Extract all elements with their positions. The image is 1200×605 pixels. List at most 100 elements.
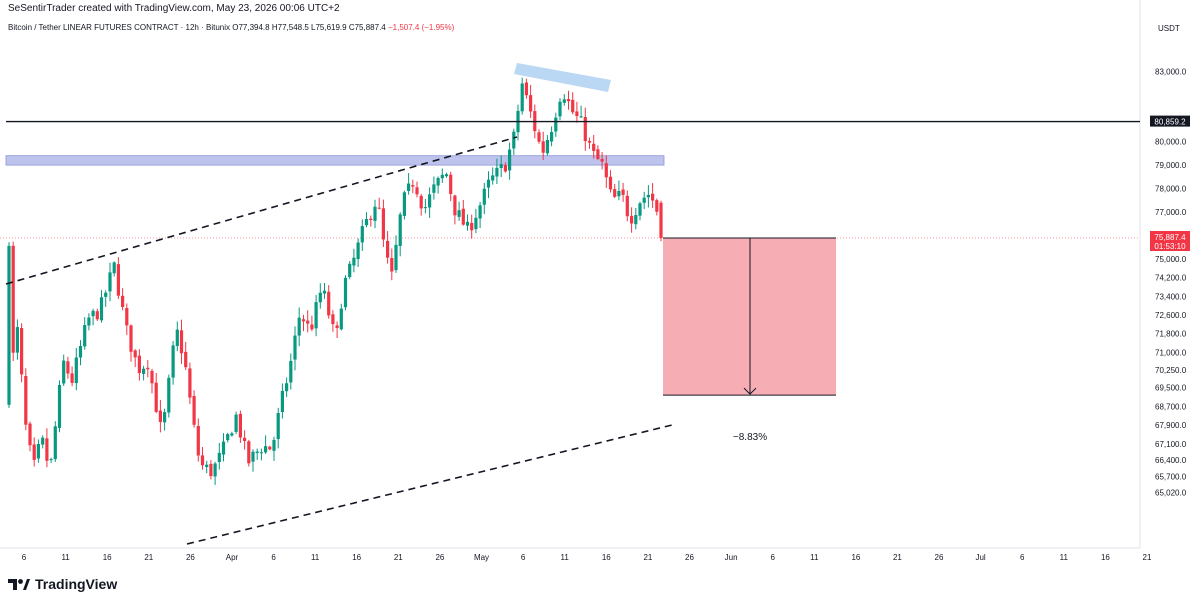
candle[interactable]	[209, 460, 213, 480]
candle[interactable]	[592, 134, 596, 159]
candle[interactable]	[394, 235, 398, 273]
candle[interactable]	[630, 207, 634, 233]
candle[interactable]	[142, 365, 146, 381]
candle[interactable]	[508, 142, 512, 180]
candle[interactable]	[583, 107, 587, 151]
candle[interactable]	[558, 98, 562, 121]
candle[interactable]	[158, 399, 162, 433]
candle[interactable]	[129, 324, 133, 362]
candle[interactable]	[171, 341, 175, 385]
candle[interactable]	[571, 92, 575, 115]
candle[interactable]	[486, 171, 491, 199]
resistance-zone[interactable]	[5, 155, 665, 166]
last-price-tag[interactable]	[1150, 231, 1190, 251]
candle[interactable]	[512, 128, 516, 155]
candle[interactable]	[251, 449, 255, 472]
candle[interactable]	[87, 313, 91, 331]
candle[interactable]	[470, 214, 474, 239]
candle[interactable]	[20, 323, 24, 383]
candle[interactable]	[575, 101, 579, 123]
candle[interactable]	[402, 190, 406, 220]
candle[interactable]	[608, 170, 613, 193]
candle[interactable]	[524, 78, 528, 99]
candle[interactable]	[104, 290, 108, 307]
candle[interactable]	[175, 321, 179, 352]
candle[interactable]	[184, 341, 188, 371]
level-price-tag[interactable]	[1150, 115, 1190, 127]
candle[interactable]	[310, 315, 314, 332]
price-axis[interactable]: 83,000.0 80,859.2 80,000.0 79,000.0 78,000.0…	[1150, 67, 1190, 498]
candle[interactable]	[221, 433, 226, 462]
candle[interactable]	[11, 241, 15, 361]
candle[interactable]	[95, 308, 99, 321]
candle[interactable]	[651, 183, 655, 208]
candle[interactable]	[205, 460, 209, 474]
candle[interactable]	[566, 90, 571, 110]
candle[interactable]	[293, 326, 297, 371]
candle[interactable]	[369, 215, 373, 227]
candle[interactable]	[537, 129, 541, 144]
candle[interactable]	[41, 435, 45, 449]
candle[interactable]	[297, 307, 301, 347]
candle[interactable]	[587, 137, 592, 149]
candle[interactable]	[356, 238, 360, 267]
candle[interactable]	[15, 319, 19, 360]
candle[interactable]	[327, 285, 331, 319]
candle[interactable]	[62, 354, 66, 386]
candle[interactable]	[45, 428, 49, 468]
candle[interactable]	[436, 176, 440, 194]
candle[interactable]	[596, 145, 600, 161]
candle[interactable]	[655, 198, 659, 216]
candle[interactable]	[57, 380, 62, 433]
candle[interactable]	[53, 421, 57, 462]
candle[interactable]	[554, 112, 558, 137]
candle[interactable]	[364, 212, 369, 228]
candle[interactable]	[398, 212, 402, 257]
candle[interactable]	[440, 168, 444, 184]
candle[interactable]	[373, 199, 377, 229]
candle[interactable]	[230, 431, 234, 437]
candle[interactable]	[318, 283, 322, 309]
candle[interactable]	[167, 374, 171, 418]
candlestick-series[interactable]	[7, 77, 663, 485]
candle[interactable]	[503, 162, 507, 173]
channel-upper-trendline[interactable]	[5, 136, 518, 285]
candle[interactable]	[83, 317, 87, 350]
candle[interactable]	[154, 373, 158, 414]
candle[interactable]	[259, 448, 263, 461]
candle[interactable]	[285, 377, 289, 397]
candle[interactable]	[108, 262, 112, 302]
candle[interactable]	[545, 135, 549, 156]
candle[interactable]	[49, 457, 53, 464]
candle[interactable]	[613, 183, 617, 198]
candle[interactable]	[411, 179, 415, 194]
candle[interactable]	[243, 430, 247, 450]
candle[interactable]	[634, 208, 638, 230]
candle[interactable]	[32, 437, 36, 467]
candle[interactable]	[377, 197, 381, 210]
candle[interactable]	[137, 349, 141, 381]
candle[interactable]	[407, 173, 411, 195]
candle[interactable]	[550, 126, 554, 147]
symbol-name[interactable]: Bitcoin / Tether LINEAR FUTURES CONTRACT…	[8, 23, 230, 32]
candle[interactable]	[579, 105, 583, 119]
candle[interactable]	[386, 231, 390, 264]
time-axis[interactable]: 6 11 16 21 26 Apr 6 11 16 21 26 May 6 11 16 21 26 Jun 6 11 1…	[22, 553, 1152, 562]
candle[interactable]	[495, 158, 499, 184]
candle[interactable]	[600, 151, 604, 170]
candle[interactable]	[343, 275, 348, 311]
candle[interactable]	[360, 219, 364, 251]
currency-label[interactable]: USDT	[1158, 24, 1180, 33]
candle[interactable]	[133, 349, 137, 368]
candle[interactable]	[255, 448, 259, 460]
candle[interactable]	[453, 194, 457, 225]
candle[interactable]	[642, 191, 646, 210]
candle[interactable]	[99, 290, 104, 323]
candle[interactable]	[36, 439, 40, 463]
candle[interactable]	[423, 199, 427, 214]
candle[interactable]	[200, 447, 205, 470]
candle[interactable]	[116, 257, 120, 299]
candle[interactable]	[7, 242, 11, 408]
candle[interactable]	[213, 461, 217, 485]
candle[interactable]	[192, 390, 196, 428]
